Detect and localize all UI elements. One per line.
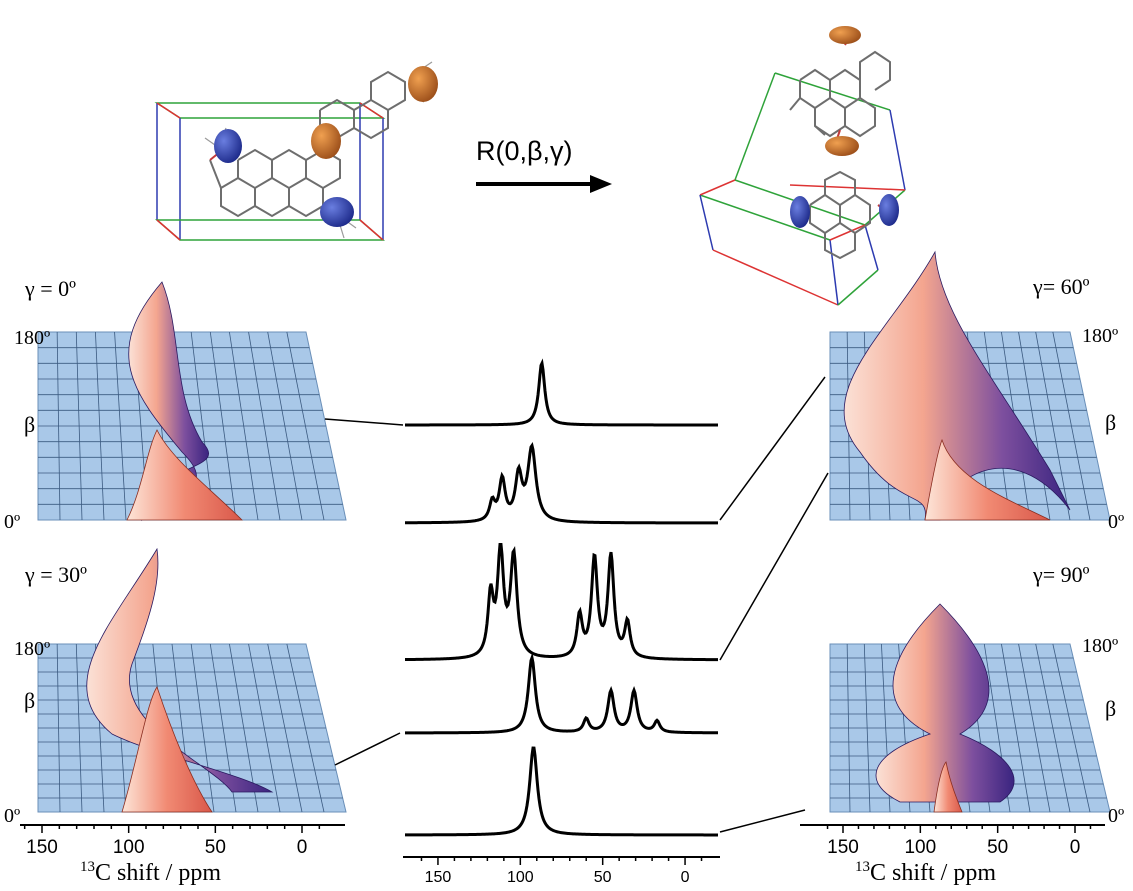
beta-bottom-label-0: 0º (4, 511, 20, 533)
surface-panels (37, 250, 1111, 813)
surface-peak (924, 438, 1051, 521)
gamma-label-0: γ = 0º (24, 276, 76, 301)
tick-label: 50 (987, 837, 1008, 858)
blue-ellipsoid (879, 194, 899, 226)
surface-ridge (86, 547, 274, 793)
beta-top-label-3: 180º (1082, 635, 1118, 657)
beta-mid-label-3: β (1105, 696, 1116, 721)
rotation-label: R(0,β,γ) (476, 136, 573, 166)
orange-ellipsoid (408, 66, 438, 102)
spectra-stack (404, 358, 719, 837)
beta-top-label-1: 180º (14, 638, 50, 660)
x-axis-right: 150 100 50 0 (800, 824, 1105, 858)
blue-ellipsoid (790, 196, 810, 228)
beta-top-label-2: 180º (1082, 325, 1118, 347)
tick-label: 100 (113, 837, 145, 858)
beta-bottom-label-2: 0º (1108, 511, 1124, 533)
x-axis-title-left: 13C shift / ppm (80, 859, 221, 886)
panel-labels: γ = 0º 180º β 0º γ = 30º 180º β 0º γ= 60… (4, 274, 1124, 827)
orange-ellipsoid (311, 123, 341, 159)
blue-ellipsoid (320, 197, 354, 227)
tick-label: 100 (904, 837, 936, 858)
x-axis-center: 150 100 50 0 (403, 856, 720, 886)
surface-panel-3 (829, 603, 1111, 813)
surface-peak (933, 761, 963, 813)
gamma-label-1: γ = 30º (24, 562, 87, 587)
tick-label: 0 (297, 837, 308, 858)
spectrum-trace-4 (404, 746, 719, 837)
spectrum-trace-0 (405, 358, 718, 427)
tick-label: 0 (681, 869, 690, 886)
surface-panel-0 (37, 281, 347, 522)
tick-label: 150 (26, 837, 58, 858)
tick-label: 50 (594, 869, 612, 886)
beta-top-label-0: 180º (14, 327, 50, 349)
tick-label: 0 (1070, 837, 1081, 858)
spectrum-trace-1 (405, 442, 719, 525)
axis-titles: 13C shift / ppm 13C shift / ppm (80, 859, 996, 886)
molecule-structure-left (154, 61, 438, 241)
x-axis-title-right: 13C shift / ppm (855, 859, 996, 886)
axes: 150 100 50 0 150 100 50 0 150 100 50 0 (20, 824, 1105, 886)
beta-mid-label-2: β (1105, 410, 1116, 435)
x-axis-left: 150 100 50 0 (20, 824, 345, 858)
surface-panel-1 (37, 547, 347, 813)
surface-peak (121, 686, 213, 813)
connector-lines (324, 376, 829, 833)
gamma-label-3: γ= 90º (1032, 562, 1090, 587)
orange-ellipsoid (825, 136, 859, 156)
beta-bottom-label-3: 0º (1108, 805, 1124, 827)
rotation-arrow: R(0,β,γ) (476, 136, 612, 193)
molecule-structure-right (699, 26, 906, 306)
spectrum-trace-3 (405, 652, 718, 735)
surface-panel-2 (829, 250, 1111, 521)
beta-bottom-label-1: 0º (4, 805, 20, 827)
orange-ellipsoid (829, 26, 861, 44)
gamma-label-2: γ= 60º (1032, 274, 1090, 299)
surface-peak (126, 429, 243, 521)
tick-label: 150 (827, 837, 859, 858)
tick-label: 100 (507, 869, 534, 886)
beta-mid-label-1: β (24, 688, 35, 713)
tick-label: 50 (205, 837, 226, 858)
spectrum-trace-2 (404, 543, 719, 662)
beta-mid-label-0: β (24, 412, 35, 437)
blue-ellipsoid (214, 129, 242, 163)
tick-label: 150 (425, 869, 452, 886)
